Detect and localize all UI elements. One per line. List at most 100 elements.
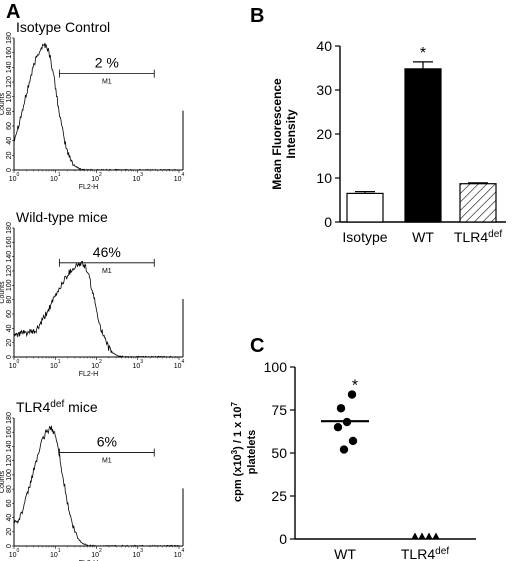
- histogram-y-label: Counts: [0, 281, 6, 304]
- histogram-xtick-label-sup: 1: [58, 548, 61, 554]
- histogram-xtick-label: 101: [50, 359, 61, 370]
- histogram-percent: 6%: [97, 434, 117, 450]
- histogram-xtick-label: 104: [174, 172, 185, 183]
- bar-y-label-line1: Mean Fluorescence: [270, 78, 284, 190]
- histogram-gate-label: M1: [102, 79, 112, 86]
- histogram-ytick-label: 40: [6, 137, 13, 145]
- histogram-xtick-label-base: 10: [50, 552, 58, 559]
- scatter-y-label-a: cpm (x10: [232, 454, 244, 502]
- histogram-ytick-label: 160: [6, 236, 13, 248]
- scatter-point-wt: [333, 423, 343, 432]
- scatter-point-wt: [347, 390, 357, 399]
- histogram-xtick-label-base: 10: [132, 363, 140, 370]
- histogram-xtick-label-base: 10: [50, 363, 58, 370]
- histogram-ytick-label: 180: [6, 222, 13, 234]
- histogram-ytick-label: 20: [6, 151, 13, 159]
- scatter-ytick-label: 50: [271, 445, 287, 461]
- bar-wt: [404, 68, 442, 223]
- histogram-curve: [13, 260, 179, 358]
- histogram-title: TLR4def mice: [16, 399, 98, 415]
- histogram-y-label: Counts: [0, 92, 6, 115]
- histogram-title-base: Isotype Control: [16, 19, 110, 35]
- scatter-category-label-base: TLR4: [401, 546, 435, 561]
- scatter-category-label: TLR4def: [401, 546, 449, 561]
- histogram-xtick-label: 101: [50, 548, 61, 559]
- histogram-3: TLR4def mice020406080100120140160180Coun…: [0, 399, 184, 561]
- histogram-ytick-label: 140: [6, 251, 13, 263]
- histogram-ytick-label: 180: [6, 412, 13, 424]
- histogram-y-label: Counts: [0, 470, 6, 493]
- bar-chart-mfi: 0 10 20 30 40 Mean FluorescenceIntensity Isoty…: [270, 38, 506, 245]
- histogram-ytick-label: 140: [6, 441, 13, 453]
- histogram-xtick-label-sup: 3: [140, 359, 143, 365]
- histogram-xtick-label: 102: [91, 548, 102, 559]
- bar-y-label: Mean FluorescenceIntensity: [270, 78, 298, 190]
- histogram-ytick-label: 120: [6, 455, 13, 467]
- histogram-xtick-label: 104: [174, 359, 185, 370]
- scatter-y-label-sup2: 7: [230, 401, 239, 406]
- histogram-curve: [13, 42, 179, 171]
- histogram-title: Isotype Control: [16, 19, 110, 35]
- histogram-xtick-label: 103: [132, 359, 143, 370]
- histogram-xtick-label-base: 10: [50, 176, 58, 183]
- histogram-xtick-label-sup: 1: [58, 172, 61, 178]
- bar-category-label: Isotype: [342, 229, 387, 245]
- scatter-category-label: WT: [334, 546, 356, 561]
- bar-category-label-sup: def: [488, 229, 502, 240]
- scatter-y-label-mid: ) / 1 x 10: [232, 406, 244, 449]
- histogram-gate-label: M1: [102, 268, 112, 275]
- histogram-ytick-label: 40: [6, 514, 13, 522]
- histogram-ytick-label: 0: [6, 168, 13, 172]
- histogram-ytick-label: 100: [6, 91, 13, 103]
- histogram-ytick-label: 0: [6, 355, 13, 359]
- histogram-xtick-label-base: 10: [132, 176, 140, 183]
- histogram-xtick-label-base: 10: [174, 176, 182, 183]
- scatter-ytick-label: 75: [271, 402, 287, 418]
- histogram-x-label: FL2-H: [79, 371, 98, 378]
- histogram-xtick-label-sup: 0: [16, 172, 19, 178]
- scatter-ytick-label: 100: [264, 359, 288, 375]
- histogram-ytick-label: 100: [6, 279, 13, 291]
- histogram-curve: [13, 425, 180, 547]
- scatter-ytick-label: 0: [279, 531, 287, 547]
- bar-ytick-label: 0: [324, 214, 332, 230]
- panel-label-c: C: [250, 335, 264, 357]
- histogram-title: Wild-type mice: [16, 209, 108, 225]
- bar-y-label-line2: Intensity: [284, 109, 298, 159]
- histogram-xtick-label-base: 10: [9, 363, 17, 370]
- bar-ytick-label: 20: [316, 126, 332, 142]
- bar-significance-star: *: [420, 45, 426, 62]
- histogram-title-base: Wild-type mice: [16, 209, 108, 225]
- scatter-point-tlr4: [411, 532, 419, 539]
- bar-ytick-label: 40: [316, 38, 332, 54]
- histogram-ytick-label: 20: [6, 339, 13, 347]
- histogram-ytick-label: 180: [6, 32, 13, 44]
- histogram-title-base: TLR4: [16, 399, 50, 415]
- scatter-y-label-line2: platelets: [246, 430, 258, 475]
- histogram-xtick-label-base: 10: [91, 552, 99, 559]
- histogram-xtick-label: 103: [132, 548, 143, 559]
- flow-histograms: Isotype Control020406080100120140160180C…: [0, 19, 184, 561]
- scatter-y-label-sup1: 3: [230, 449, 239, 454]
- histogram-ytick-label: 140: [6, 61, 13, 73]
- histogram-xtick-label: 104: [174, 548, 185, 559]
- histogram-x-label: FL2-H: [79, 184, 98, 191]
- bar-category-label-base: TLR4: [454, 229, 488, 245]
- panel-label-b: B: [250, 5, 264, 27]
- scatter-point-tlr4: [418, 532, 426, 539]
- histogram-ytick-label: 120: [6, 76, 13, 88]
- histogram-ytick-label: 80: [6, 485, 13, 493]
- histogram-xtick-label-sup: 2: [99, 172, 102, 178]
- bar-category-label: WT: [412, 229, 434, 245]
- histogram-xtick-label-sup: 3: [140, 548, 143, 554]
- histogram-ytick-label: 40: [6, 324, 13, 332]
- scatter-chart-cpm: 0 25 50 75 100 cpm (x103) / 1 x 107 platelets W…: [230, 359, 476, 561]
- scatter-significance-star: *: [352, 378, 358, 395]
- histogram-xtick-label-sup: 0: [16, 548, 19, 554]
- scatter-point-wt: [339, 445, 349, 454]
- scatter-ytick-label: 25: [271, 488, 287, 504]
- histogram-xtick-label: 102: [91, 359, 102, 370]
- bar-category-label-base: WT: [412, 229, 434, 245]
- histogram-ytick-label: 60: [6, 122, 13, 130]
